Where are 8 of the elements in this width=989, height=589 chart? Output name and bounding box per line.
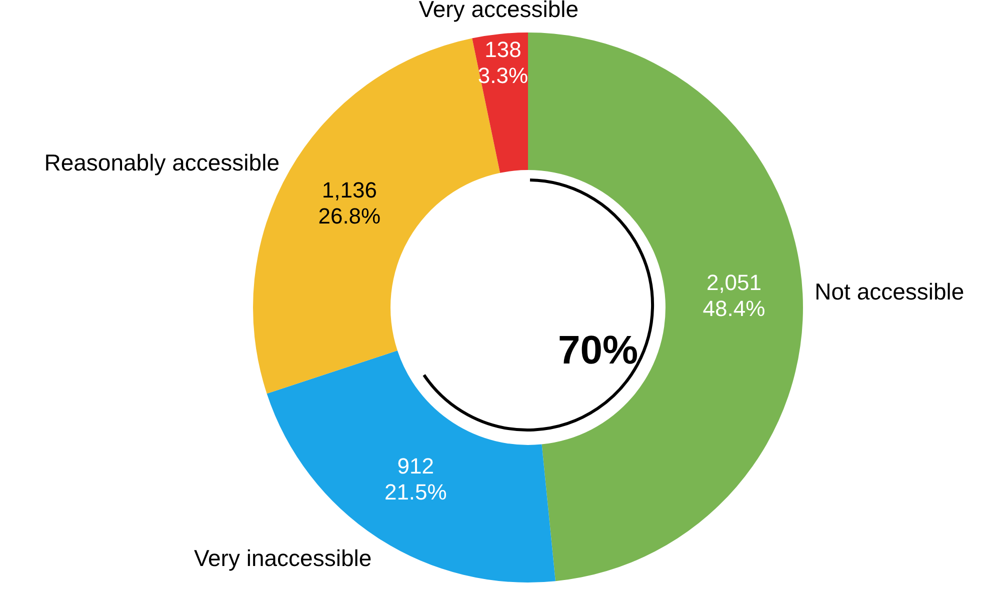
slice-label: Very inaccessible [194, 545, 372, 572]
data-label: 1,136 26.8% [318, 177, 381, 228]
text: 70% [558, 328, 638, 373]
data-label: 912 21.5% [384, 454, 447, 505]
slice-label: Very accessible [418, 0, 579, 22]
data-label: 2,051 48.4% [702, 270, 766, 322]
slice-label: Reasonably accessible [44, 149, 280, 176]
slice-label: Not accessible [814, 278, 964, 304]
